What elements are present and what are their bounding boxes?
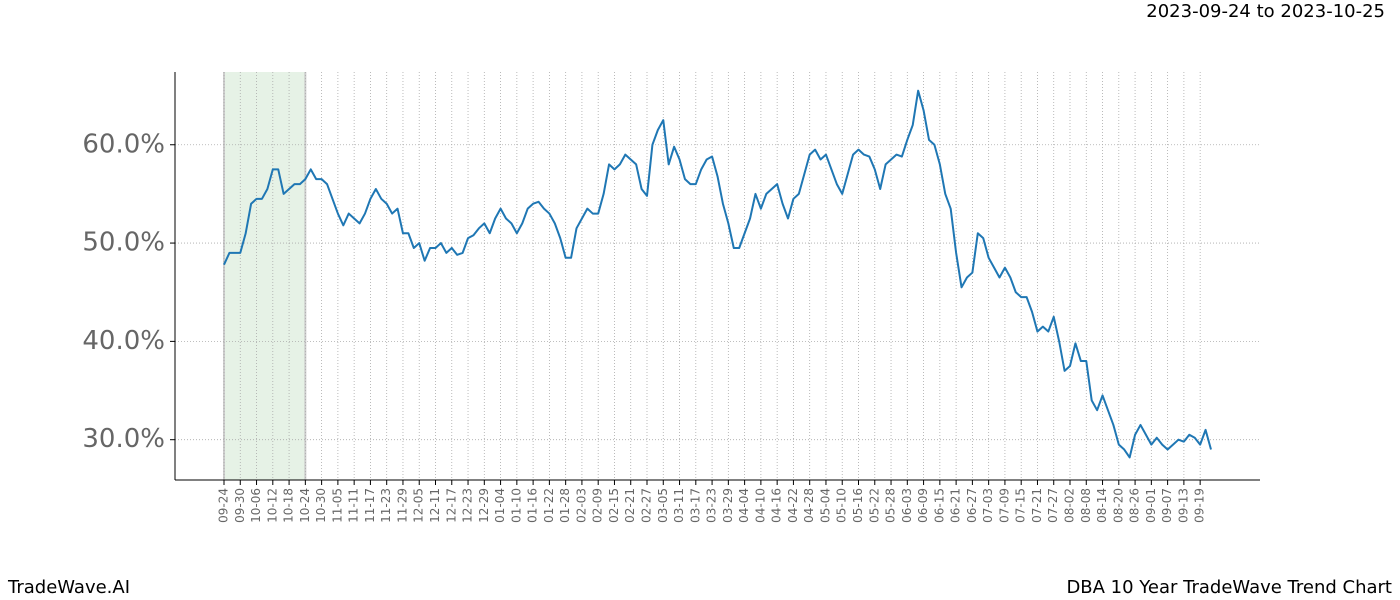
x-tick-label: 05-04: [818, 488, 832, 523]
x-tick-label: 05-16: [851, 488, 865, 523]
x-tick-label: 08-20: [1111, 488, 1125, 523]
y-tick-label: 30.0%: [82, 424, 165, 454]
x-tick-label: 01-22: [542, 488, 556, 523]
x-tick-label: 06-03: [900, 488, 914, 523]
x-tick-label: 02-27: [640, 488, 654, 523]
x-tick-label: 12-23: [461, 488, 475, 523]
y-tick-label: 50.0%: [82, 228, 165, 258]
x-tick-label: 06-21: [949, 488, 963, 523]
x-tick-label: 12-05: [412, 488, 426, 523]
x-tick-label: 03-23: [705, 488, 719, 523]
x-tick-label: 04-16: [770, 488, 784, 523]
y-tick-label: 40.0%: [82, 326, 165, 356]
x-tick-label: 09-07: [1160, 488, 1174, 523]
x-tick-label: 04-22: [786, 488, 800, 523]
x-tick-label: 12-17: [444, 488, 458, 523]
x-tick-label: 05-10: [835, 488, 849, 523]
x-tick-label: 12-29: [477, 488, 491, 523]
x-tick-label: 06-15: [932, 488, 946, 523]
x-tick-label: 09-19: [1193, 488, 1207, 523]
x-tick-label: 01-04: [493, 488, 507, 523]
x-tick-label: 08-14: [1095, 488, 1109, 523]
x-tick-label: 11-11: [347, 488, 361, 523]
x-tick-label: 12-11: [428, 488, 442, 523]
x-tick-label: 09-13: [1176, 488, 1190, 523]
x-tick-label: 10-30: [314, 488, 328, 523]
x-tick-label: 03-17: [688, 488, 702, 523]
footer-left: TradeWave.AI: [7, 577, 130, 598]
x-tick-label: 07-09: [997, 488, 1011, 523]
x-tick-label: 02-09: [591, 488, 605, 523]
x-tick-label: 04-04: [737, 488, 751, 523]
x-tick-label: 06-27: [965, 488, 979, 523]
highlight-span: [224, 72, 306, 480]
x-tick-label: 06-09: [916, 488, 930, 523]
x-tick-label: 03-29: [721, 488, 735, 523]
x-tick-label: 10-18: [282, 488, 296, 523]
x-tick-label: 10-24: [298, 488, 312, 523]
x-tick-label: 07-27: [1046, 488, 1060, 523]
chart-title: 2023-09-24 to 2023-10-25: [1146, 1, 1385, 22]
x-tick-label: 03-11: [672, 488, 686, 523]
x-tick-label: 11-23: [379, 488, 393, 523]
footer-right: DBA 10 Year TradeWave Trend Chart: [1066, 577, 1392, 598]
trend-line: [223, 89, 1212, 459]
x-tick-label: 10-06: [249, 488, 263, 523]
x-tick-label: 08-02: [1063, 488, 1077, 523]
x-tick-label: 11-05: [330, 488, 344, 523]
x-tick-label: 02-21: [623, 488, 637, 523]
x-tick-label: 10-12: [265, 488, 279, 523]
x-tick-label: 03-05: [656, 488, 670, 523]
x-tick-label: 08-08: [1079, 488, 1093, 523]
x-tick-label: 11-29: [395, 488, 409, 523]
x-tick-label: 05-28: [884, 488, 898, 523]
x-tick-label: 01-10: [509, 488, 523, 523]
x-tick-label: 01-28: [558, 488, 572, 523]
x-tick-label: 01-16: [526, 488, 540, 523]
x-tick-label: 11-17: [363, 488, 377, 523]
x-tick-label: 07-15: [1014, 488, 1028, 523]
x-tick-label: 09-24: [217, 488, 231, 523]
x-tick-label: 04-28: [802, 488, 816, 523]
x-tick-label: 02-15: [607, 488, 621, 523]
x-tick-label: 07-03: [981, 488, 995, 523]
x-tick-label: 04-10: [753, 488, 767, 523]
x-tick-label: 09-01: [1144, 488, 1158, 523]
x-tick-label: 02-03: [574, 488, 588, 523]
x-tick-label: 09-30: [233, 488, 247, 523]
y-tick-label: 60.0%: [82, 129, 165, 159]
x-tick-label: 05-22: [867, 488, 881, 523]
x-tick-label: 08-26: [1128, 488, 1142, 523]
x-tick-label: 07-21: [1030, 488, 1044, 523]
